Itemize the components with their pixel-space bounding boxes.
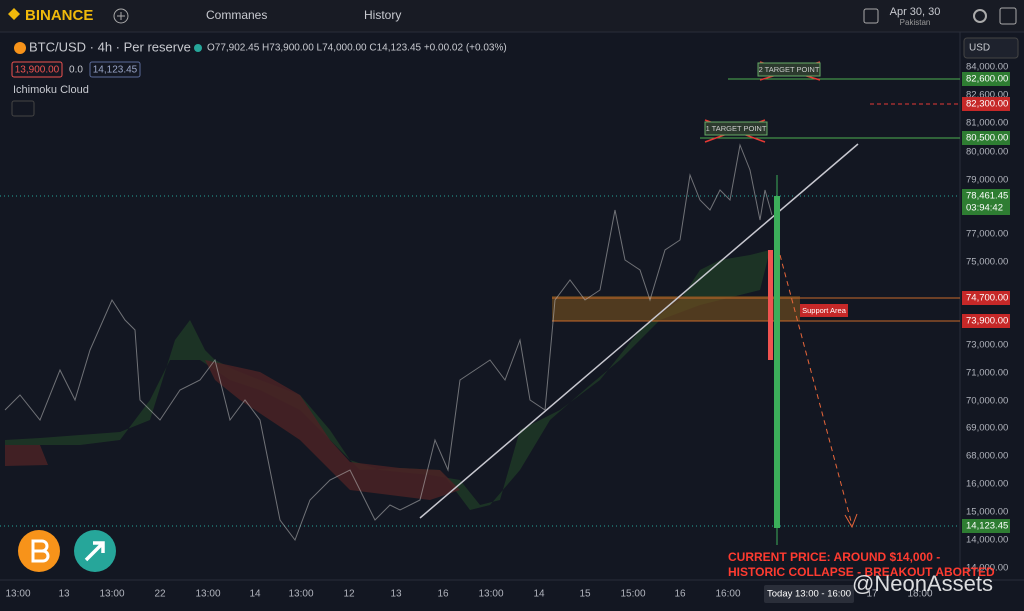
time-label: 13 <box>390 589 402 600</box>
location: Pakistan <box>900 18 931 27</box>
price-label: 68,000.00 <box>966 451 1008 462</box>
time-label: 17 <box>866 589 878 600</box>
settings-button[interactable] <box>973 9 987 23</box>
ask-box <box>89 61 141 78</box>
price-badge-label: 80,500.00 <box>966 133 1008 144</box>
price-badge <box>962 519 1010 533</box>
time-label: 12 <box>343 589 355 600</box>
price-badge-label: 82,300.00 <box>966 99 1008 110</box>
support-label: Support Area <box>802 306 847 315</box>
arrow-glyph <box>84 541 105 562</box>
time-label: 13 <box>58 589 70 600</box>
price-badge-label: 78,461.45 <box>966 191 1008 202</box>
time-label: 18:00 <box>907 589 932 600</box>
ichimoku-cloud-red <box>5 445 48 466</box>
top-bar <box>0 0 1024 32</box>
today-label: Today 13:00 - 16:00 <box>767 589 851 600</box>
price-label: 71,000.00 <box>966 368 1008 379</box>
logo: BINANCE <box>25 7 93 24</box>
price-label: 15,000.00 <box>966 507 1008 518</box>
time-label: 13:00 <box>478 589 503 600</box>
caption: HISTORIC COLLAPSE - BREAKOUT ABORTED <box>728 565 995 579</box>
price-badge-label: 73,900.00 <box>966 316 1008 327</box>
time-label: 15:00 <box>620 589 645 600</box>
plus <box>117 12 125 20</box>
time-label: 15 <box>579 589 591 600</box>
price-trace <box>4 143 773 542</box>
fullscreen-button[interactable] <box>999 7 1017 25</box>
bitcoin-glyph <box>31 539 50 563</box>
time-label: 13:00 <box>288 589 313 600</box>
bid-box <box>11 61 63 78</box>
time-label: 16:00 <box>715 589 740 600</box>
price-label: 81,000.00 <box>966 118 1008 129</box>
time-label: 13:00 <box>99 589 124 600</box>
symbol: BTC/USD · 4h · Per reserve <box>29 39 191 54</box>
target-label: 2 TARGET POINT <box>759 65 820 74</box>
time-label: 14 <box>249 589 261 600</box>
target-label: 1 TARGET POINT <box>706 124 767 133</box>
currency: USD <box>969 43 990 54</box>
date: Apr 30, 30 <box>890 6 941 18</box>
time-label: 16 <box>674 589 686 600</box>
trend-line <box>419 143 859 519</box>
price-label: 14,000.00 <box>966 563 1008 574</box>
price-label: 14,000.00 <box>966 535 1008 546</box>
projection-arrow <box>779 254 853 526</box>
target-box <box>704 121 768 136</box>
price-label: 84,000.00 <box>966 62 1008 73</box>
price-badge <box>962 314 1010 328</box>
caption: CURRENT PRICE: AROUND $14,000 - <box>728 550 940 564</box>
price-label: 70,000.00 <box>966 396 1008 407</box>
support-box <box>800 304 848 317</box>
time-label: 16 <box>437 589 449 600</box>
target-box <box>757 62 821 77</box>
ohlc: O77,902.45 H73,900.00 L74,000.00 C14,123… <box>207 43 507 54</box>
candle <box>768 250 773 360</box>
ichimoku-cloud-red <box>205 360 460 500</box>
collapse-button[interactable] <box>11 100 35 117</box>
today-box <box>764 585 854 603</box>
price-label: 73,000.00 <box>966 340 1008 351</box>
price-label: 82,600.00 <box>966 90 1008 101</box>
arrow-head <box>844 513 858 529</box>
status-dot <box>194 44 202 52</box>
watermark: @NeonAssets <box>852 571 993 596</box>
price-badge-label: 74,700.00 <box>966 293 1008 304</box>
indicator: Ichimoku Cloud <box>13 84 89 96</box>
ask: 14,123.45 <box>93 65 138 76</box>
time-label: 14 <box>533 589 545 600</box>
price-label: 75,000.00 <box>966 257 1008 268</box>
menu-item[interactable]: Commanes <box>206 8 267 22</box>
price-badge <box>962 72 1010 86</box>
spread: 0.0 <box>69 65 83 76</box>
price-badge-label: 03:94:42 <box>966 203 1003 214</box>
price-badge <box>962 131 1010 145</box>
price-badge <box>962 201 1010 215</box>
price-label: 77,000.00 <box>966 229 1008 240</box>
menu-item[interactable]: History <box>364 8 401 22</box>
currency-box[interactable] <box>963 37 1019 59</box>
price-badge-label: 82,600.00 <box>966 74 1008 85</box>
time-label: 13:00 <box>195 589 220 600</box>
add-button[interactable] <box>113 8 129 24</box>
price-label: 79,000.00 <box>966 175 1008 186</box>
price-label: 80,000.00 <box>966 147 1008 158</box>
price-badge-label: 14,123.45 <box>966 521 1008 532</box>
symbol-icon <box>14 42 26 54</box>
time-label: 13:00 <box>5 589 30 600</box>
price-badge <box>962 291 1010 305</box>
price-label: 16,000.00 <box>966 479 1008 490</box>
price-badge <box>962 189 1010 203</box>
price-badge <box>962 97 1010 111</box>
time-label: 22 <box>154 589 166 600</box>
price-label: 69,000.00 <box>966 423 1008 434</box>
bid: 13,900.00 <box>15 65 60 76</box>
checkbox[interactable] <box>863 8 879 24</box>
logo-mark <box>8 8 20 20</box>
